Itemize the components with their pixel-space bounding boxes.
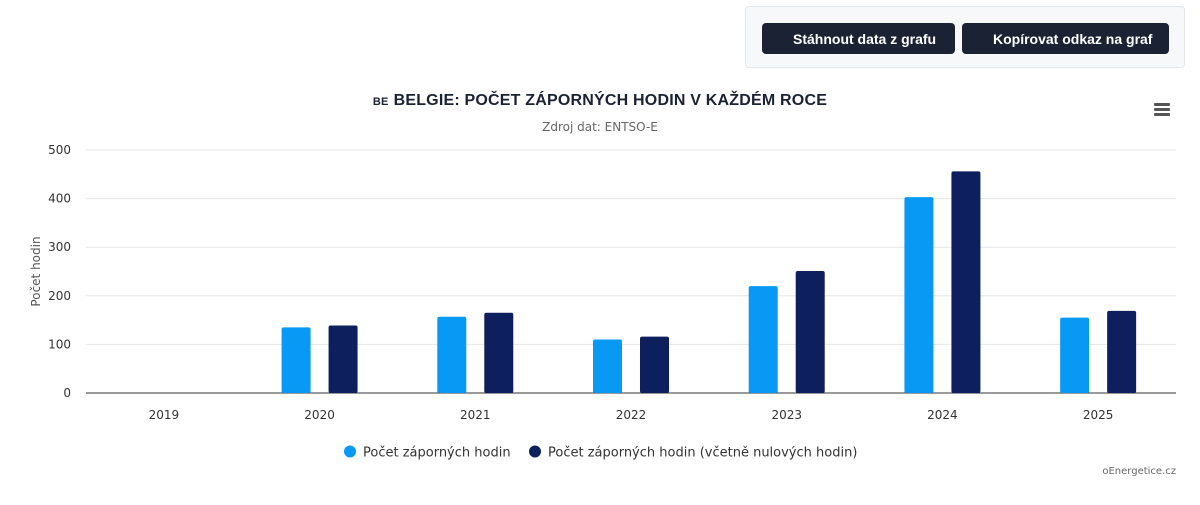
bar-2023-series-1 — [748, 286, 778, 393]
legend-marker-series-2 — [529, 445, 541, 458]
bar-2023-series-2 — [795, 271, 825, 393]
download-data-button[interactable]: Stáhnout data z grafu — [762, 23, 955, 54]
x-tick-label: 2019 — [149, 408, 180, 422]
bar-2021-series-2 — [484, 312, 514, 393]
bar-2022-series-1 — [593, 339, 622, 393]
x-tick-label: 2023 — [771, 408, 802, 422]
bar-2020-series-2 — [328, 325, 358, 393]
legend-label-series-1: Počet záporných hodin — [363, 446, 511, 461]
y-tick-label: 500 — [48, 143, 71, 157]
y-tick-label: 100 — [48, 337, 71, 351]
credit-text: oEnergetice.cz — [1102, 466, 1176, 477]
bar-2025-series-2 — [1107, 310, 1137, 393]
hamburger-menu-icon[interactable] — [1152, 101, 1172, 119]
chart-title: BE BELGIE: POČET ZÁPORNÝCH HODIN V KAŽDÉM… — [0, 92, 1200, 110]
bar-2025-series-1 — [1060, 317, 1090, 393]
x-tick-label: 2022 — [616, 408, 647, 422]
x-tick-label: 2020 — [304, 408, 335, 422]
y-tick-label: 0 — [63, 386, 71, 400]
legend-label-series-2: Počet záporných hodin (včetně nulových h… — [548, 446, 857, 461]
y-axis-title: Počet hodin — [29, 236, 43, 306]
chart-toolbar: Stáhnout data z grafu Kopírovat odkaz na… — [745, 6, 1185, 68]
x-tick-label: 2021 — [460, 408, 491, 422]
legend-marker-series-1 — [344, 445, 356, 458]
x-tick-label: 2024 — [927, 408, 958, 422]
bar-2020-series-1 — [281, 327, 311, 393]
y-tick-label: 200 — [48, 289, 71, 303]
x-tick-label: 2025 — [1083, 408, 1114, 422]
bar-2022-series-2 — [640, 336, 669, 393]
bar-2024-series-1 — [904, 197, 934, 393]
copy-link-button[interactable]: Kopírovat odkaz na graf — [962, 23, 1169, 54]
bar-2024-series-2 — [951, 171, 981, 393]
bar-2021-series-1 — [437, 316, 467, 393]
chart-title-text: BELGIE: POČET ZÁPORNÝCH HODIN V KAŽDÉM R… — [393, 92, 828, 109]
belgium-flag-label: BE — [372, 96, 389, 108]
chart-subtitle: Zdroj dat: ENTSO-E — [542, 120, 658, 134]
y-tick-label: 300 — [48, 240, 71, 254]
y-tick-label: 400 — [48, 192, 71, 206]
